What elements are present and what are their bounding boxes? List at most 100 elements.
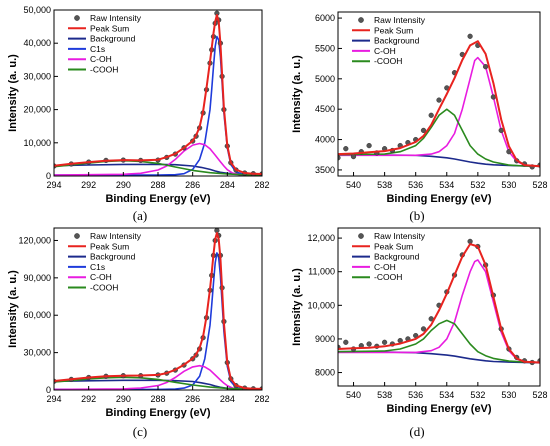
y-tick-label: 60,000 bbox=[23, 310, 51, 320]
x-tick-label: 290 bbox=[116, 394, 131, 404]
legend-marker-raw-intensity bbox=[74, 15, 80, 21]
series-group bbox=[338, 238, 540, 366]
y-tick-label: 120,000 bbox=[18, 235, 51, 245]
legend-label-raw-intensity: Raw Intensity bbox=[90, 231, 142, 241]
legend-label-c-oh: C-OH bbox=[374, 46, 396, 56]
plot-frame bbox=[337, 227, 541, 387]
panel-caption-c: (c) bbox=[132, 424, 148, 439]
x-tick-label: 294 bbox=[46, 180, 61, 190]
x-tick-label: 540 bbox=[346, 180, 361, 190]
legend-label-c-oh: C-OH bbox=[90, 272, 112, 282]
x-tick-label: 282 bbox=[254, 394, 269, 404]
series-line-c-oh bbox=[338, 56, 540, 168]
data-point-raw-intensity bbox=[343, 146, 349, 152]
x-tick-label: 536 bbox=[408, 180, 423, 190]
y-tick-label: 30,000 bbox=[23, 71, 51, 81]
x-tick-label: 534 bbox=[439, 180, 454, 190]
y-tick-label: 90,000 bbox=[23, 273, 51, 283]
y-tick-label: 10,000 bbox=[307, 300, 335, 310]
series-line-peak-sum bbox=[54, 232, 262, 390]
legend-label-cooh: -COOH bbox=[374, 56, 402, 66]
x-tick-label: 286 bbox=[185, 180, 200, 190]
y-tick-label: 50,000 bbox=[23, 5, 51, 15]
y-tick-label: 8000 bbox=[315, 368, 335, 378]
data-point-raw-intensity bbox=[366, 341, 372, 347]
x-tick-label: 530 bbox=[501, 180, 516, 190]
x-axis-label: Binding Energy (eV) bbox=[105, 193, 210, 205]
legend-label-c1s: C1s bbox=[90, 262, 105, 272]
legend-label-background: Background bbox=[374, 252, 420, 262]
plot-frame bbox=[53, 9, 263, 177]
panel-caption-a: (a) bbox=[132, 208, 148, 223]
legend-label-peak-sum: Peak Sum bbox=[90, 241, 129, 251]
series-line-peak-sum bbox=[54, 14, 262, 175]
x-axis-label: Binding Energy (eV) bbox=[105, 407, 210, 419]
chart-panel-b: 540 538 536 534 532 530 528 3500 4000 4500 5000 550… bbox=[291, 11, 548, 205]
legend-marker-raw-intensity bbox=[358, 17, 364, 23]
x-tick-label: 530 bbox=[501, 390, 516, 400]
x-tick-label: 536 bbox=[408, 390, 423, 400]
x-tick-label: 282 bbox=[254, 180, 269, 190]
data-point-raw-intensity bbox=[343, 339, 349, 345]
data-point-raw-intensity bbox=[436, 97, 442, 103]
series-line-peak-sum bbox=[338, 40, 540, 168]
y-tick-label: 0 bbox=[46, 385, 51, 395]
x-tick-label: 288 bbox=[150, 394, 165, 404]
y-tick-label: 4500 bbox=[315, 104, 335, 114]
legend-marker-raw-intensity bbox=[358, 233, 364, 239]
x-tick-label: 534 bbox=[439, 390, 454, 400]
series-line-c1s bbox=[54, 252, 262, 390]
x-tick-label: 290 bbox=[116, 180, 131, 190]
legend-label-cooh: -COOH bbox=[374, 272, 402, 282]
data-point-raw-intensity bbox=[467, 33, 473, 39]
y-tick-label: 3500 bbox=[315, 165, 335, 175]
x-tick-label: 292 bbox=[81, 394, 96, 404]
data-point-raw-intensity bbox=[467, 238, 473, 245]
series-line-c-oh bbox=[54, 142, 262, 176]
x-tick-label: 294 bbox=[46, 394, 61, 404]
series-line-cooh bbox=[338, 108, 540, 168]
data-point-raw-intensity bbox=[366, 143, 372, 149]
y-axis-label: Intensity (a. u.) bbox=[291, 55, 303, 133]
x-tick-label: 540 bbox=[346, 390, 361, 400]
legend-label-raw-intensity: Raw Intensity bbox=[374, 15, 426, 25]
y-tick-label: 0 bbox=[46, 171, 51, 181]
data-point-raw-intensity bbox=[350, 154, 357, 160]
y-tick-label: 9000 bbox=[315, 334, 335, 344]
legend-label-peak-sum: Peak Sum bbox=[90, 23, 129, 33]
y-tick-label: 30,000 bbox=[23, 348, 51, 358]
legend-label-c1s: C1s bbox=[90, 44, 105, 54]
legend-marker-raw-intensity bbox=[74, 233, 80, 239]
y-tick-label: 40,000 bbox=[23, 38, 51, 48]
series-line-cooh bbox=[338, 319, 540, 364]
legend-label-peak-sum: Peak Sum bbox=[374, 25, 413, 35]
chart-panel-a: 294 292 290 288 286 284 282 0 10,000 20,000 30,000… bbox=[7, 5, 270, 205]
legend-label-c-oh: C-OH bbox=[90, 54, 112, 64]
x-tick-label: 284 bbox=[220, 394, 235, 404]
panel-caption-d: (d) bbox=[409, 424, 425, 439]
data-point-raw-intensity bbox=[428, 112, 434, 118]
y-tick-label: 6000 bbox=[315, 13, 335, 23]
plot-frame bbox=[53, 227, 263, 391]
y-tick-label: 10,000 bbox=[23, 138, 51, 148]
y-axis-label: Intensity (a. u.) bbox=[7, 54, 19, 132]
legend-label-background: Background bbox=[374, 36, 420, 46]
y-tick-label: 12,000 bbox=[307, 233, 335, 243]
panel-caption-b: (b) bbox=[409, 208, 425, 223]
data-point-raw-intensity bbox=[420, 127, 427, 133]
x-tick-label: 532 bbox=[470, 390, 485, 400]
legend-label-peak-sum: Peak Sum bbox=[374, 241, 413, 251]
y-tick-label: 20,000 bbox=[23, 105, 51, 115]
data-point-raw-intensity bbox=[420, 326, 427, 332]
data-point-raw-intensity bbox=[382, 339, 388, 345]
y-tick-label: 5000 bbox=[315, 74, 335, 84]
x-tick-label: 532 bbox=[470, 180, 485, 190]
series-group bbox=[54, 10, 262, 176]
legend-label-cooh: -COOH bbox=[90, 283, 118, 293]
chart-panel-c: 294 292 290 288 286 284 282 0 30,000 60,000 90,000… bbox=[7, 227, 270, 419]
chart-panel-d: 540 538 536 534 532 530 528 8000 9000 10,000 11,00… bbox=[291, 227, 548, 415]
legend-label-background: Background bbox=[90, 34, 136, 44]
legend-label-raw-intensity: Raw Intensity bbox=[374, 231, 426, 241]
y-tick-label: 5500 bbox=[315, 43, 335, 53]
